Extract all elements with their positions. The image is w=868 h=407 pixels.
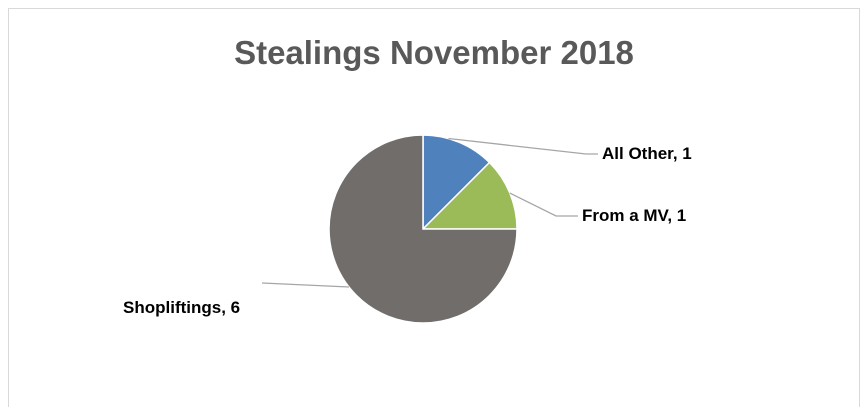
- data-label-from-a-mv: From a MV, 1: [582, 206, 686, 225]
- leader-line-all-other: [448, 137, 598, 155]
- leader-line-from-a-mv: [509, 192, 578, 217]
- data-label-shopliftings: Shopliftings, 6: [123, 298, 240, 317]
- chart-title: Stealings November 2018: [234, 34, 634, 71]
- pie-slice-all-other: [422, 134, 491, 231]
- data-label-all-other: All Other, 1: [602, 144, 692, 163]
- leader-line-shopliftings: [261, 282, 350, 288]
- pie-slice-shopliftings: [328, 134, 518, 324]
